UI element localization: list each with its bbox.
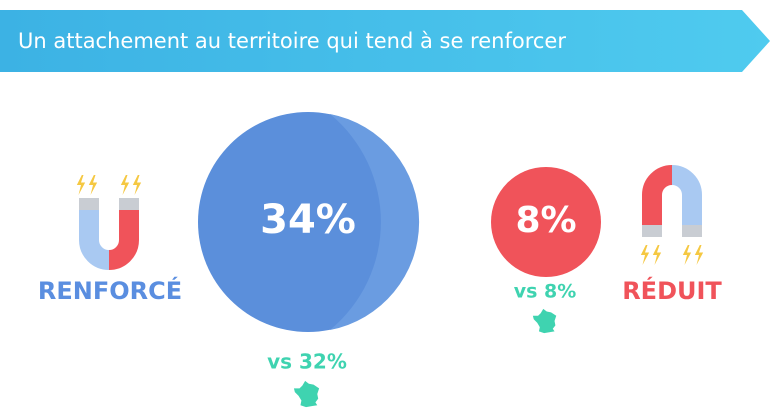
reinforced-value: 34% [260, 197, 356, 243]
circle-highlight [330, 114, 420, 330]
reinforced-comparison: vs 32% [267, 350, 347, 374]
reduced-label: RÉDUIT [622, 276, 722, 305]
reduced-comparison: vs 8% [514, 281, 577, 303]
reduced-circle [491, 167, 601, 277]
magnet-icon [76, 175, 142, 270]
title-banner [0, 10, 770, 72]
reinforced-label: RENFORCÉ [38, 276, 182, 305]
france-icon [293, 380, 320, 408]
france-icon [532, 308, 557, 334]
title: Un attachement au territoire qui tend à … [18, 29, 566, 53]
reinforced-circle [198, 112, 418, 332]
reduced-value: 8% [515, 200, 576, 241]
magnet-icon [640, 165, 704, 265]
